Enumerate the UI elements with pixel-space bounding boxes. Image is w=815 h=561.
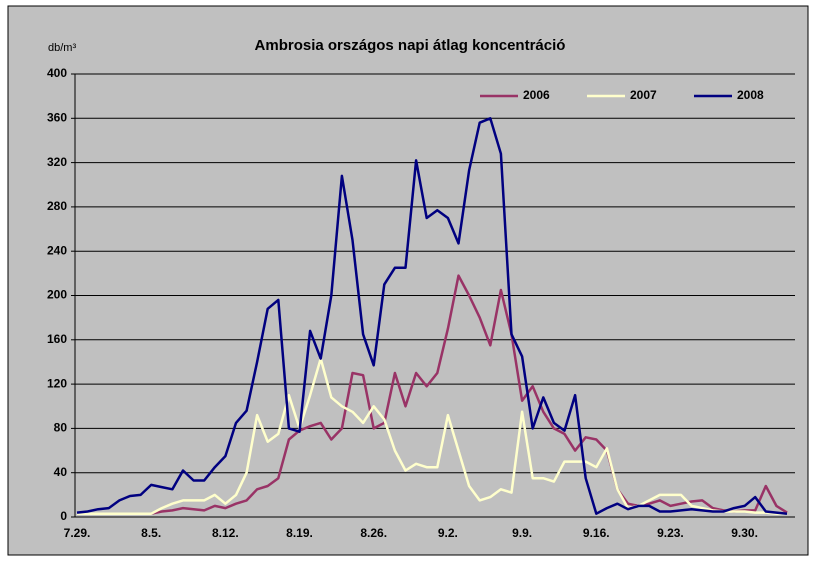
x-tick-label: 9.2. xyxy=(438,526,458,540)
y-tick-label: 0 xyxy=(60,509,67,523)
x-tick-label: 8.19. xyxy=(286,526,313,540)
series-line xyxy=(76,117,788,515)
y-tick-label: 400 xyxy=(47,66,67,80)
y-tick-label: 160 xyxy=(47,332,67,346)
y-tick-label: 240 xyxy=(47,243,67,257)
x-tick-label: 9.9. xyxy=(512,526,532,540)
legend-label: 2006 xyxy=(523,88,550,102)
x-tick-label: 8.12. xyxy=(212,526,239,540)
x-tick-label: 9.16. xyxy=(583,526,610,540)
x-tick-label: 9.30. xyxy=(731,526,758,540)
y-tick-label: 280 xyxy=(47,199,67,213)
x-tick-label: 8.26. xyxy=(360,526,387,540)
x-tick-label: 7.29. xyxy=(64,526,91,540)
x-tick-label: 9.23. xyxy=(657,526,684,540)
legend-label: 2007 xyxy=(630,88,657,102)
legend-label: 2008 xyxy=(737,88,764,102)
y-tick-label: 360 xyxy=(47,110,67,124)
x-tick-label: 8.5. xyxy=(141,526,161,540)
y-tick-label: 200 xyxy=(47,288,67,302)
y-tick-label: 320 xyxy=(47,155,67,169)
series-line xyxy=(77,274,788,515)
chart-title: Ambrosia országos napi átlag koncentráci… xyxy=(255,37,566,54)
chart-area xyxy=(7,5,809,556)
y-tick-label: 40 xyxy=(54,465,68,479)
y-tick-label: 120 xyxy=(47,376,67,390)
series-line xyxy=(77,357,787,515)
y-tick-label: 80 xyxy=(54,421,68,435)
y-axis-label: db/m³ xyxy=(48,42,76,54)
